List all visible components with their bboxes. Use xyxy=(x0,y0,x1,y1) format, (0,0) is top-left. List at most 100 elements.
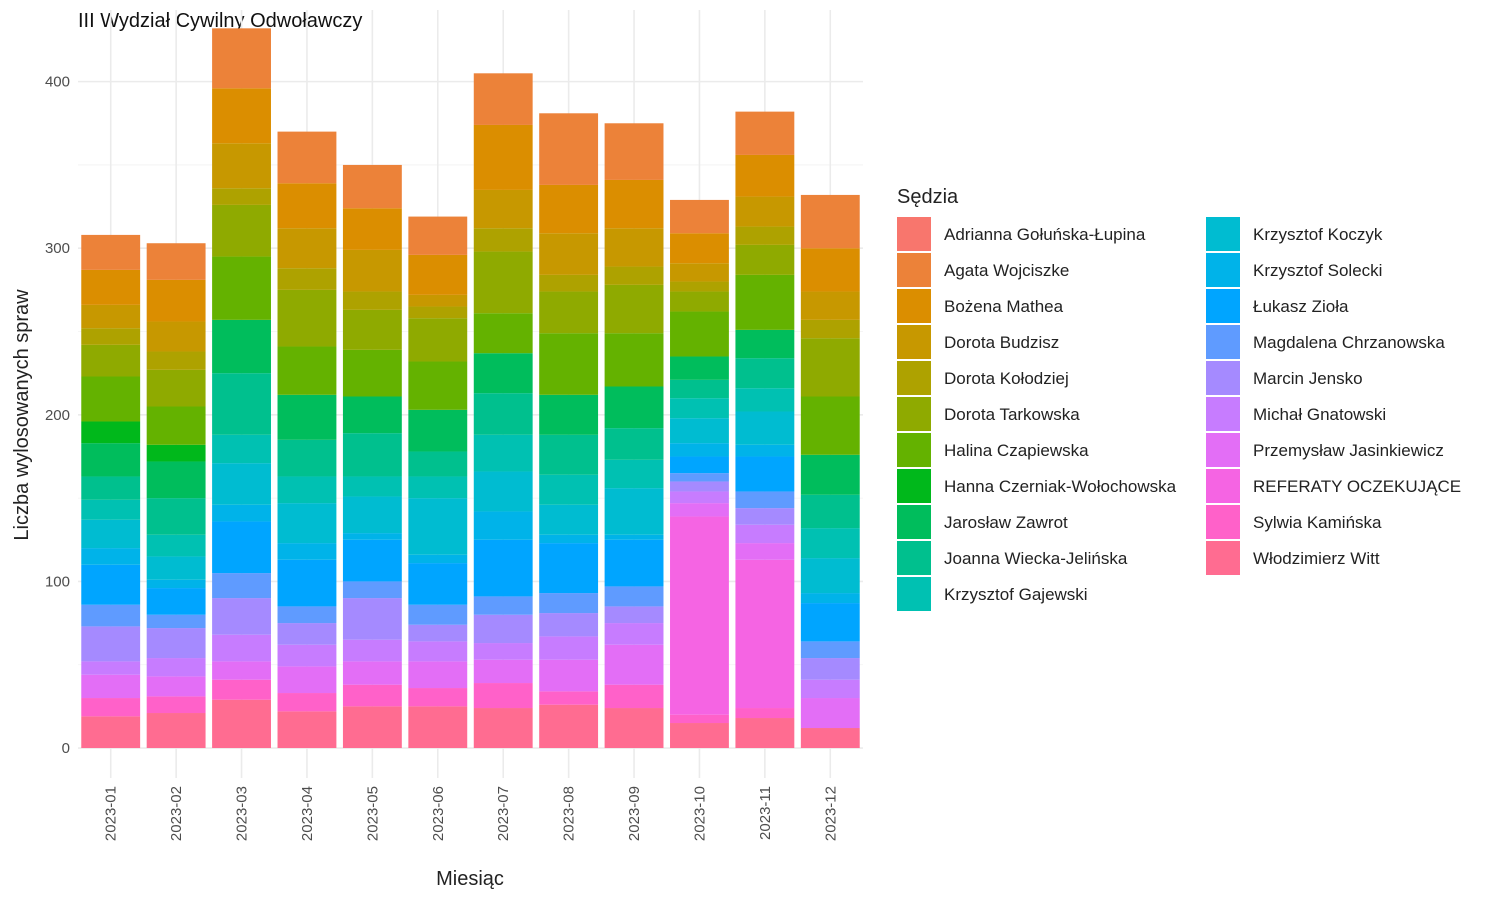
legend-key xyxy=(1206,253,1240,287)
legend-key xyxy=(897,289,931,323)
bar-segment xyxy=(408,706,468,749)
bar-segment xyxy=(539,474,599,505)
bar-segment xyxy=(604,708,664,749)
bar-segment xyxy=(604,539,664,587)
bar-segment xyxy=(539,233,599,275)
bar-segment xyxy=(342,598,402,640)
legend-label: Krzysztof Solecki xyxy=(1253,261,1382,280)
bar-segment xyxy=(277,543,337,560)
bar-segment xyxy=(539,113,599,185)
legend-label: Adrianna Gołuńska-Łupina xyxy=(944,225,1146,244)
bar-segment xyxy=(408,554,468,564)
bar-segment xyxy=(342,349,402,397)
bar-segment xyxy=(735,456,795,492)
legend-label: Agata Wojciszke xyxy=(944,261,1069,280)
bar-segment xyxy=(408,476,468,499)
bar-segment xyxy=(146,676,206,697)
bar-segment xyxy=(146,534,206,557)
bar-segment xyxy=(146,658,206,677)
bar-segment xyxy=(604,333,664,387)
bar-segment xyxy=(146,498,206,535)
bar-segment xyxy=(735,543,795,560)
bar-segment xyxy=(670,491,729,504)
legend-key xyxy=(897,253,931,287)
bar-segment xyxy=(735,444,795,457)
bar-segment xyxy=(539,613,599,637)
legend-label: Krzysztof Koczyk xyxy=(1253,225,1383,244)
bar-segment xyxy=(473,434,533,472)
bar-segment xyxy=(539,291,599,334)
bar-segment xyxy=(212,256,271,320)
bar-segment xyxy=(277,559,337,607)
bar-segment xyxy=(408,498,468,555)
bar-segment xyxy=(408,624,468,642)
y-tick-label: 300 xyxy=(45,240,70,257)
bar-segment xyxy=(670,291,729,312)
bar-segment xyxy=(735,524,795,544)
bar-segment xyxy=(277,623,337,645)
legend-key xyxy=(1206,433,1240,467)
bar-segment xyxy=(342,208,402,250)
legend-label: Bożena Mathea xyxy=(944,297,1064,316)
bar-segment xyxy=(473,683,533,709)
bar-segment xyxy=(539,543,599,594)
legend-label: Magdalena Chrzanowska xyxy=(1253,333,1445,352)
bar-segment xyxy=(604,586,664,607)
bar-segment xyxy=(408,361,468,410)
bar-segment xyxy=(473,659,533,684)
bar-segment xyxy=(81,376,141,422)
bar-segment xyxy=(735,111,795,155)
legend-label: Łukasz Zioła xyxy=(1253,297,1349,316)
legend-key xyxy=(897,397,931,431)
y-tick-label: 400 xyxy=(45,74,70,91)
bar-segment xyxy=(800,454,860,495)
y-axis-title: Liczba wylosowanych spraw xyxy=(11,289,33,541)
x-tick-label: 2023-11 xyxy=(757,786,774,840)
bar-segment xyxy=(342,533,402,540)
bar-segment xyxy=(146,369,206,407)
bar-segment xyxy=(212,504,271,522)
legend-key xyxy=(897,325,931,359)
bar-segment xyxy=(212,598,271,635)
bar-segment xyxy=(408,409,468,452)
bar-segment xyxy=(81,698,141,717)
bar-segment xyxy=(604,684,664,709)
bar-segment xyxy=(735,388,795,412)
bar-segment xyxy=(735,411,795,445)
bar-segment xyxy=(604,284,664,334)
bar-segment xyxy=(670,723,729,749)
bar-segment xyxy=(212,634,271,662)
bar-segment xyxy=(604,488,664,535)
bar-segment xyxy=(212,463,271,505)
legend-key xyxy=(1206,505,1240,539)
bar-segment xyxy=(473,596,533,615)
bar-segment xyxy=(670,473,729,482)
bar-segment xyxy=(342,309,402,350)
chart-title: III Wydział Cywilny Odwoławczy xyxy=(78,10,362,32)
bar-segment xyxy=(277,183,337,229)
axes: 0 100 200 300 400 2023-01 2023-02 2023-03 2023-0… xyxy=(45,74,839,841)
bar-segment xyxy=(670,418,729,444)
legend-label: Jarosław Zawrot xyxy=(944,513,1068,532)
bar-segment xyxy=(539,274,599,292)
bar-segment xyxy=(670,233,729,264)
bar-segment xyxy=(539,534,599,544)
bar-segment xyxy=(473,708,533,749)
bars xyxy=(81,28,860,749)
bar-segment xyxy=(473,614,533,644)
bar-segment xyxy=(277,644,337,667)
bar-segment xyxy=(604,459,664,489)
bar-segment xyxy=(800,396,860,455)
bar-segment xyxy=(146,556,206,580)
bar-segment xyxy=(277,606,337,624)
bar-segment xyxy=(212,521,271,574)
legend-key xyxy=(897,361,931,395)
bar-segment xyxy=(81,604,141,627)
bar-segment xyxy=(81,476,141,500)
bar-segment xyxy=(408,604,468,625)
bar-segment xyxy=(670,263,729,282)
bar-segment xyxy=(408,294,468,307)
legend-key xyxy=(897,541,931,575)
legend-label: Dorota Tarkowska xyxy=(944,405,1080,424)
bar-segment xyxy=(408,451,468,477)
